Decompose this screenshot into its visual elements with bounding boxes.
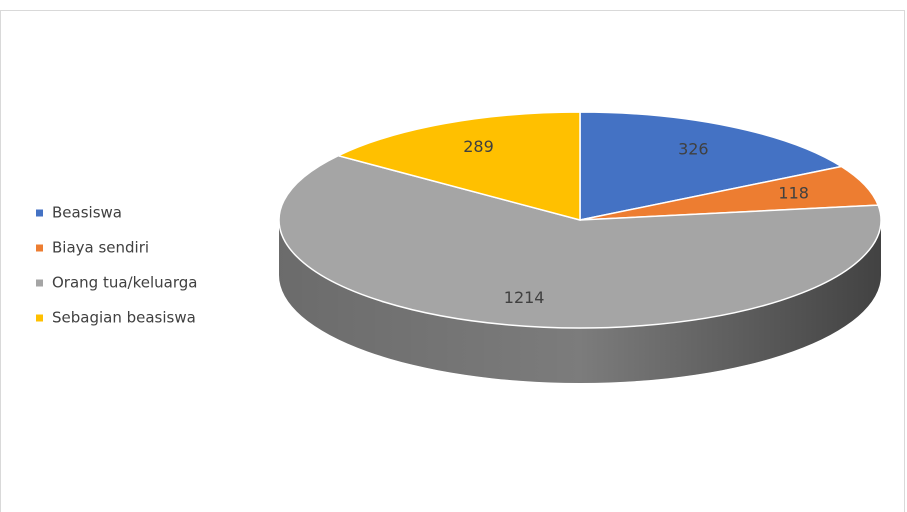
legend-swatch	[36, 314, 43, 322]
data-labels: 326 118 1214 289	[463, 137, 809, 307]
legend-label: Beasiswa	[52, 204, 122, 222]
pie-sides	[279, 220, 881, 383]
legend-label: Biaya sendiri	[52, 239, 149, 257]
data-label: 326	[678, 139, 709, 158]
legend-swatch	[36, 244, 43, 252]
pie-slice	[278, 154, 882, 329]
legend-swatch	[36, 209, 43, 217]
legend-label: Sebagian beasiswa	[52, 309, 196, 327]
chart-frame	[0, 10, 905, 512]
pie-side-shade	[279, 220, 881, 383]
pie-slice	[336, 111, 581, 221]
pie-slice	[579, 111, 844, 221]
data-label: 289	[463, 137, 494, 156]
legend: Beasiswa Biaya sendiri Orang tua/keluarga S…	[36, 204, 197, 327]
legend-label: Orang tua/keluarga	[52, 274, 197, 292]
data-label: 118	[778, 183, 809, 202]
pie-tops	[278, 111, 882, 329]
legend-swatch	[36, 279, 43, 287]
data-label: 1214	[504, 288, 545, 307]
